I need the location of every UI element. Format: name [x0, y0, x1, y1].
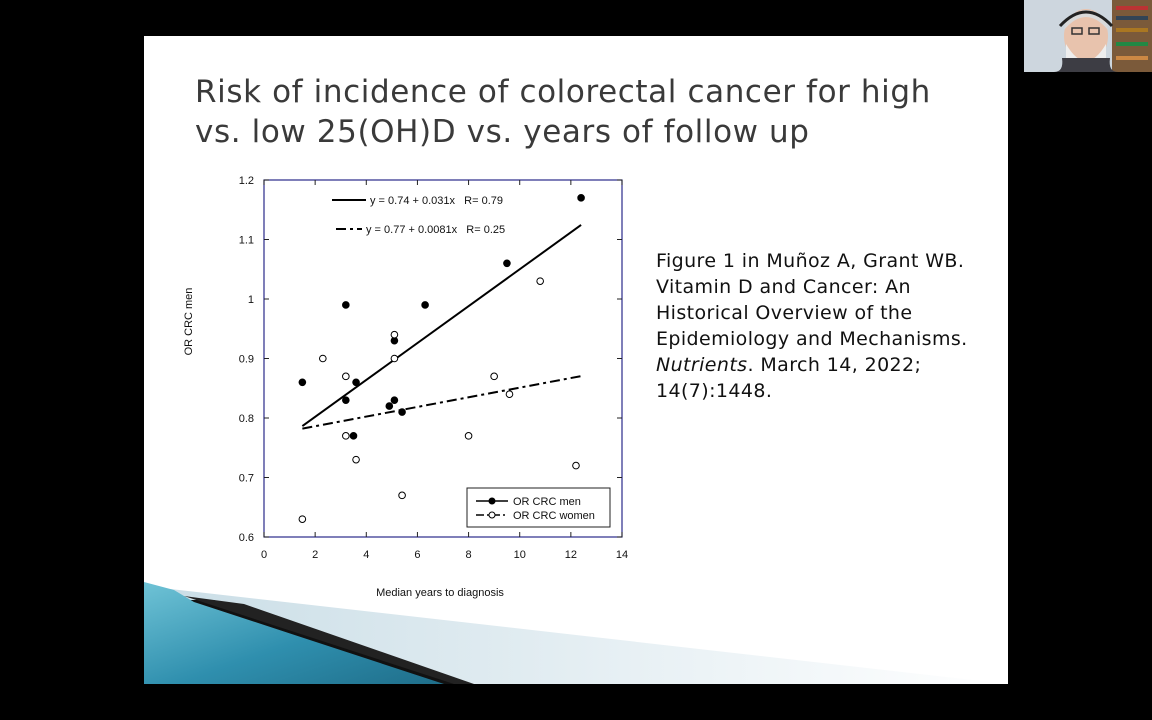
citation-line-4: Epidemiology and Mechanisms. [656, 328, 968, 350]
women-data-point [319, 354, 327, 363]
scatter-chart: 0 2 4 6 8 10 12 14 0.6 0.7 0.8 0.9 1 1.1 1.2 Median yea… [183, 175, 628, 599]
slide-title-line-2: vs. low 25(OH)D vs. years of follow up [195, 114, 810, 150]
slide-decoration [144, 582, 1008, 684]
x-tick-label: 4 [363, 549, 369, 561]
x-tick-label: 0 [261, 549, 267, 561]
men-data-point [577, 194, 585, 202]
slide-title-line-1: Risk of incidence of colorectal cancer f… [195, 74, 931, 110]
legend-men-marker [488, 497, 496, 505]
x-tick-label: 12 [565, 549, 577, 561]
men-data-point [398, 408, 406, 416]
y-tick-label: 0.7 [239, 473, 254, 485]
men-data-point [503, 259, 511, 268]
citation-text: Figure 1 in Muñoz A, Grant WB. Vitamin D… [656, 248, 1001, 404]
men-data-point [298, 378, 307, 387]
citation-line-5: Nutrients. March 14, 2022; [656, 352, 1001, 378]
women-data-point [352, 455, 360, 464]
men-data-point [349, 432, 358, 440]
women-data-point [390, 354, 399, 363]
women-data-point [464, 432, 473, 440]
y-tick-label: 1 [248, 294, 254, 306]
legend-women-marker [488, 511, 496, 519]
citation-line-2: Vitamin D and Cancer: An [656, 276, 911, 298]
legend-box [466, 487, 611, 528]
x-tick-label: 6 [414, 549, 420, 561]
women-data-point [342, 432, 350, 440]
women-data-point [536, 277, 544, 285]
men-fit-line [301, 224, 582, 427]
women-data-point [505, 390, 514, 399]
men-data-point [385, 402, 394, 410]
citation-line-6: 14(7):1448. [656, 380, 773, 402]
women-data-point [490, 372, 498, 381]
citation-line-3: Historical Overview of the [656, 302, 913, 324]
women-data-point [572, 461, 580, 470]
slide-title: Risk of incidence of colorectal cancer f… [195, 72, 985, 152]
citation-line-1: Figure 1 in Muñoz A, Grant WB. [656, 250, 965, 272]
y-tick-label: 0.6 [239, 532, 254, 544]
x-axis-label: Median years to diagnosis [376, 587, 504, 599]
men-data-point [342, 301, 350, 309]
citation-date: . March 14, 2022; [747, 354, 922, 376]
x-tick-label: 2 [312, 549, 318, 561]
y-tick-label: 1.1 [239, 235, 254, 247]
men-data-point [352, 378, 360, 387]
men-data-point [421, 301, 429, 309]
webcam-thumbnail [1024, 0, 1152, 72]
x-tick-label: 8 [466, 549, 472, 561]
legend-men-label: OR CRC men [513, 496, 581, 508]
women-data-point [342, 372, 350, 381]
x-tick-label: 14 [616, 549, 628, 561]
presenter-video-image [1024, 0, 1152, 72]
men-data-point [342, 396, 350, 404]
y-tick-label: 1.2 [239, 175, 254, 187]
presentation-slide: Risk of incidence of colorectal cancer f… [144, 36, 1008, 684]
women-data-point [398, 491, 406, 500]
y-axis-label: OR CRC men [183, 288, 195, 356]
x-tick-label: 10 [514, 549, 526, 561]
y-tick-label: 0.9 [239, 354, 254, 366]
men-fit-equation: y = 0.74 + 0.031x R= 0.79 [370, 195, 503, 207]
men-data-point [390, 396, 399, 404]
y-tick-label: 0.8 [239, 413, 254, 425]
women-fit-line [302, 375, 582, 430]
women-fit-equation: y = 0.77 + 0.0081x R= 0.25 [366, 224, 505, 236]
legend-women-label: OR CRC women [513, 510, 595, 522]
women-data-point [298, 515, 307, 523]
women-data-point [390, 330, 399, 339]
citation-journal: Nutrients [656, 354, 748, 376]
